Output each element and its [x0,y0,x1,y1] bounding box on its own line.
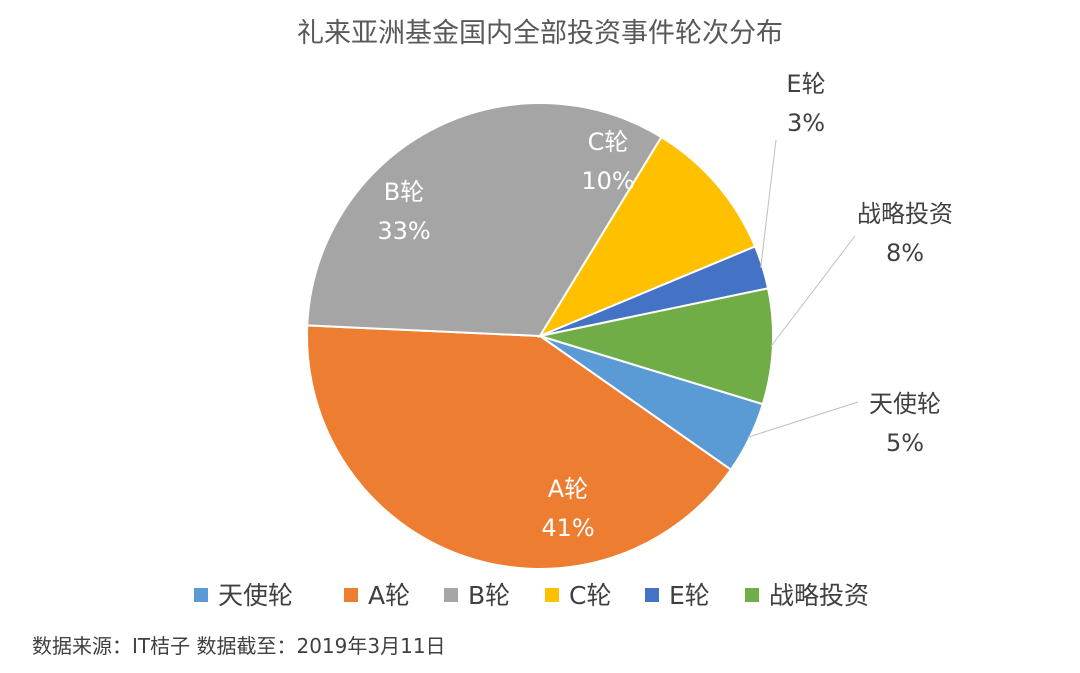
slice-percent-label: 10% [581,167,634,195]
legend-swatch [444,588,458,602]
slice-percent-label: 3% [787,109,825,137]
leader-line [770,235,856,347]
legend-entry-label: C轮 [569,581,611,610]
leader-line [747,401,859,438]
slice-percent-label: 33% [377,217,430,245]
pie-slices [306,101,774,570]
legend: 天使轮 A轮 B轮 C轮 E轮 战略投资 [194,581,869,610]
legend-entry-label: E轮 [669,581,710,610]
slice-name-label: 天使轮 [869,390,941,418]
slice-percent-label: 41% [541,514,594,542]
legend-swatch [194,588,208,602]
slice-labels: 天使轮 5% A轮 41% B轮 33% C轮 10% E轮 3% 战略投资 8% [377,70,953,542]
slice-name-label: 战略投资 [857,200,953,228]
data-source-note: 数据来源：IT桔子 数据截至：2019年3月11日 [32,634,446,658]
leader-line [760,139,777,268]
slice-name-label: A轮 [548,475,588,503]
pie-slice [539,287,774,406]
legend-swatch [545,588,559,602]
slice-name-label: E轮 [786,70,825,98]
legend-entry-label: 天使轮 [218,581,293,610]
legend-swatch [745,588,759,602]
legend-entry-label: B轮 [468,581,510,610]
legend-entry-label: A轮 [368,581,410,610]
legend-swatch [344,588,358,602]
pie-slice [306,101,663,338]
slice-name-label: C轮 [588,128,629,156]
pie-slice [537,135,757,339]
legend-entry-label: 战略投资 [769,581,869,610]
chart-title: 礼来亚洲基金国内全部投资事件轮次分布 [297,18,783,49]
slice-name-label: B轮 [384,178,424,206]
slice-percent-label: 8% [886,239,924,267]
leader-lines [747,139,859,438]
slice-percent-label: 5% [886,429,924,457]
pie-slice [306,324,733,570]
legend-swatch [645,588,659,602]
